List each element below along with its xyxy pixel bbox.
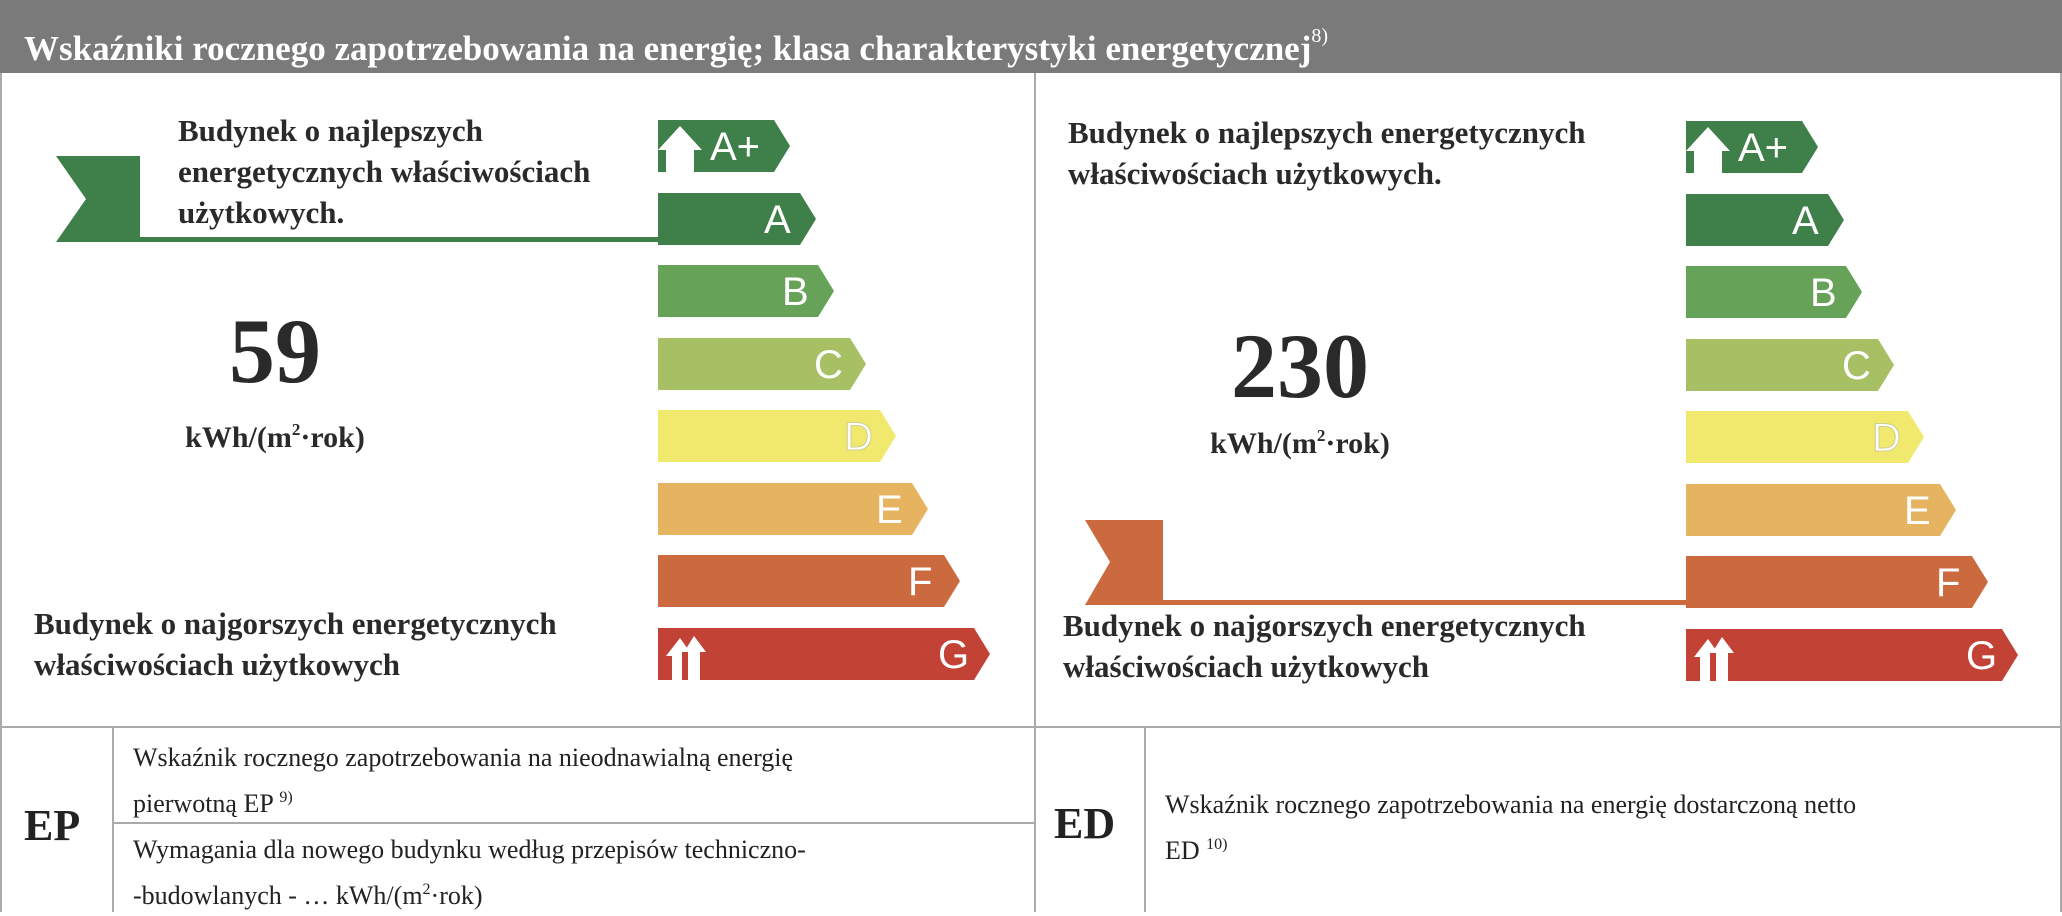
right-class-bar-f: F — [1686, 556, 1988, 608]
right-class-indicator — [1085, 520, 1761, 605]
left-class-bar-a: A — [658, 192, 816, 245]
ed-description: Wskaźnik rocznego zapotrzebowania na ene… — [1165, 785, 1856, 871]
left-best-line1: Budynek o najlepszych — [178, 113, 483, 148]
right-class-label-1: A — [1792, 198, 1819, 243]
ep-requirements: Wymagania dla nowego budynku według prze… — [133, 830, 806, 916]
right-class-label-0: A+ — [1738, 126, 1789, 170]
left-class-bar-d: D — [658, 410, 896, 462]
left-class-label-6: F — [908, 560, 933, 604]
left-class-label-5: E — [876, 487, 903, 532]
ep-requirements-line2: -budowlanych - … kWh/(m2·rok) — [133, 881, 483, 910]
left-best-line2: energetycznych właściwościach — [178, 154, 591, 189]
right-class-label-4: D — [1872, 416, 1902, 461]
right-ep-value: 230 — [1231, 315, 1369, 417]
ep-label: EP — [24, 801, 81, 850]
left-indicator-line — [138, 237, 660, 242]
ed-label: ED — [1054, 799, 1116, 848]
left-class-shape-1 — [658, 192, 816, 245]
right-indicator-line — [1161, 600, 1761, 605]
right-worst-line1: Budynek o najgorszych energetycznych — [1063, 608, 1586, 643]
left-class-bar-e: E — [658, 482, 928, 535]
left-class-label-0: A+ — [710, 125, 761, 169]
left-indicator-flag — [56, 156, 140, 242]
left-class-label-7: G — [938, 632, 970, 677]
left-class-bar-f: F — [658, 555, 960, 607]
left-class-shape-3 — [658, 337, 866, 390]
left-class-bar-g: G — [658, 627, 990, 680]
right-class-label-2: B — [1810, 271, 1837, 315]
left-best-line3: użytkowych. — [178, 195, 345, 230]
right-arrow-up-icon — [1686, 127, 1730, 173]
right-worst-line2: właściwościach użytkowych — [1063, 649, 1429, 684]
left-class-label-1: A — [764, 197, 791, 242]
left-class-bar-c: C — [658, 337, 866, 390]
ep-requirements-line1: Wymagania dla nowego budynku według prze… — [133, 835, 806, 864]
left-ep-value: 59 — [229, 300, 321, 402]
right-ep-unit: kWh/(m2·rok) — [1210, 426, 1390, 460]
header-title: Wskaźniki rocznego zapotrzebowania na en… — [24, 29, 1312, 68]
left-arrows-up-icon — [666, 635, 706, 680]
right-worst-label: Budynek o najgorszych energetycznych wła… — [1063, 605, 1586, 687]
ed-description-line2: ED 10) — [1165, 836, 1228, 865]
right-class-bar-c: C — [1686, 338, 1894, 391]
left-class-shape-5 — [658, 482, 928, 535]
left-class-bar-b: B — [658, 265, 834, 317]
right-class-label-6: F — [1936, 561, 1961, 605]
left-worst-label: Budynek o najgorszych energetycznych wła… — [34, 603, 557, 685]
left-ep-unit: kWh/(m2·rok) — [185, 420, 365, 454]
center-divider — [1034, 73, 1036, 912]
ep-footnote-ref: 9) — [279, 789, 293, 806]
right-class-label-5: E — [1904, 488, 1931, 533]
left-arrow-up-icon — [658, 126, 702, 172]
right-class-bar-a-plus: A+ — [1686, 121, 1818, 173]
right-best-line2: właściwościach użytkowych. — [1068, 156, 1442, 191]
section-bottom-divider — [0, 726, 2062, 728]
left-class-label-3: C — [814, 342, 843, 387]
ep-description: Wskaźnik rocznego zapotrzebowania na nie… — [133, 738, 793, 824]
ep-description-line2: pierwotną EP 9) — [133, 789, 293, 818]
right-class-bar-e: E — [1686, 483, 1956, 536]
right-class-shape-5 — [1686, 483, 1956, 536]
right-best-line1: Budynek o najlepszych energetycznych — [1068, 115, 1586, 150]
right-class-label-3: C — [1842, 343, 1871, 388]
right-class-shape-1 — [1686, 193, 1844, 246]
left-best-label: Budynek o najlepszych energetycznych wła… — [178, 110, 590, 233]
right-class-bar-a: A — [1686, 193, 1844, 246]
left-class-shape-7 — [658, 627, 990, 680]
left-class-label-4: D — [844, 415, 874, 460]
left-class-indicator — [56, 156, 660, 242]
right-class-shape-6 — [1686, 556, 1988, 608]
ep-label-divider — [112, 726, 114, 912]
left-class-bar-a-plus: A+ — [658, 120, 790, 172]
right-class-shape-7 — [1686, 628, 2018, 681]
right-arrows-up-icon — [1694, 636, 1734, 681]
right-border — [2060, 73, 2062, 912]
ed-footnote-ref: 10) — [1206, 836, 1228, 853]
right-indicator-flag — [1085, 520, 1163, 605]
ep-description-line1: Wskaźnik rocznego zapotrzebowania na nie… — [133, 743, 794, 772]
ed-description-line1: Wskaźnik rocznego zapotrzebowania na ene… — [1165, 790, 1857, 819]
right-class-shape-3 — [1686, 338, 1894, 391]
right-class-bar-g: G — [1686, 628, 2018, 681]
header-footnote-ref: 8) — [1311, 25, 1329, 47]
left-class-shape-2 — [658, 265, 834, 317]
right-class-shape-2 — [1686, 266, 1862, 318]
left-class-label-2: B — [782, 270, 809, 314]
right-class-label-7: G — [1966, 633, 1998, 678]
right-class-shape-4 — [1686, 411, 1924, 463]
right-class-bar-b: B — [1686, 266, 1862, 318]
right-class-bar-d: D — [1686, 411, 1924, 463]
right-best-label: Budynek o najlepszych energetycznych wła… — [1068, 112, 1586, 194]
left-class-shape-6 — [658, 555, 960, 607]
left-class-shape-4 — [658, 410, 896, 462]
ep-row-divider — [112, 822, 1034, 824]
left-worst-line1: Budynek o najgorszych energetycznych — [34, 606, 557, 641]
left-border — [0, 73, 2, 912]
left-worst-line2: właściwościach użytkowych — [34, 647, 400, 682]
section-header: Wskaźniki rocznego zapotrzebowania na en… — [0, 0, 2062, 73]
ed-label-divider — [1144, 726, 1146, 912]
